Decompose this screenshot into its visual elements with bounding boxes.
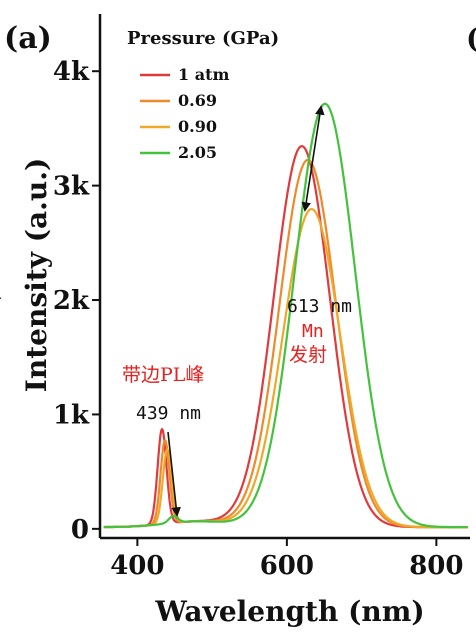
mn-peak-shift-arrow: [301, 105, 325, 212]
y-tick-label: 3k: [53, 172, 90, 202]
annotation-613-nm: 613 nm: [287, 296, 352, 317]
legend-title: Pressure (GPa): [127, 28, 279, 49]
axes: 0 1k 2k 3k 4k 400 600 800: [53, 14, 470, 581]
legend: Pressure (GPa) 1 atm 0.69 0.90 2.05: [127, 28, 279, 162]
y-tick-label: 2k: [53, 286, 90, 316]
annotation-band-edge-pl-peak: 带边PL峰: [122, 364, 204, 386]
series-lines: [103, 102, 469, 529]
annotation-439-nm: 439 nm: [136, 403, 201, 424]
y-tick-label: 0: [71, 515, 89, 545]
clipped-right-glyph: (: [466, 22, 476, 55]
x-tick-label: 400: [110, 551, 164, 581]
legend-entry-0-90: 0.90: [178, 117, 217, 136]
annotation-emission: 发射: [289, 344, 327, 366]
legend-entry-2-05: 2.05: [178, 143, 217, 162]
series-line-0-90: [103, 208, 469, 529]
x-axis-title: Wavelength (nm): [154, 595, 424, 628]
clipped-left-glyph: 冬: [0, 288, 2, 307]
y-tick-label: 1k: [53, 400, 90, 430]
series-line-2-05: [103, 102, 469, 529]
annotation-mn: Mn: [302, 321, 324, 342]
y-tick-label: 4k: [53, 57, 90, 87]
x-tick-label: 600: [260, 551, 314, 581]
legend-entry-0-69: 0.69: [178, 91, 217, 110]
x-ticks: 400 600 800: [110, 538, 464, 581]
edge-peak-shift-arrow: [167, 431, 181, 517]
x-tick-label: 800: [409, 551, 463, 581]
panel-label: (a): [4, 21, 52, 56]
series-line-1-atm: [103, 145, 469, 529]
y-ticks: 0 1k 2k 3k 4k: [53, 57, 100, 545]
y-axis-title: Intensity (a.u.): [20, 158, 53, 392]
legend-entry-1-atm: 1 atm: [178, 65, 229, 84]
